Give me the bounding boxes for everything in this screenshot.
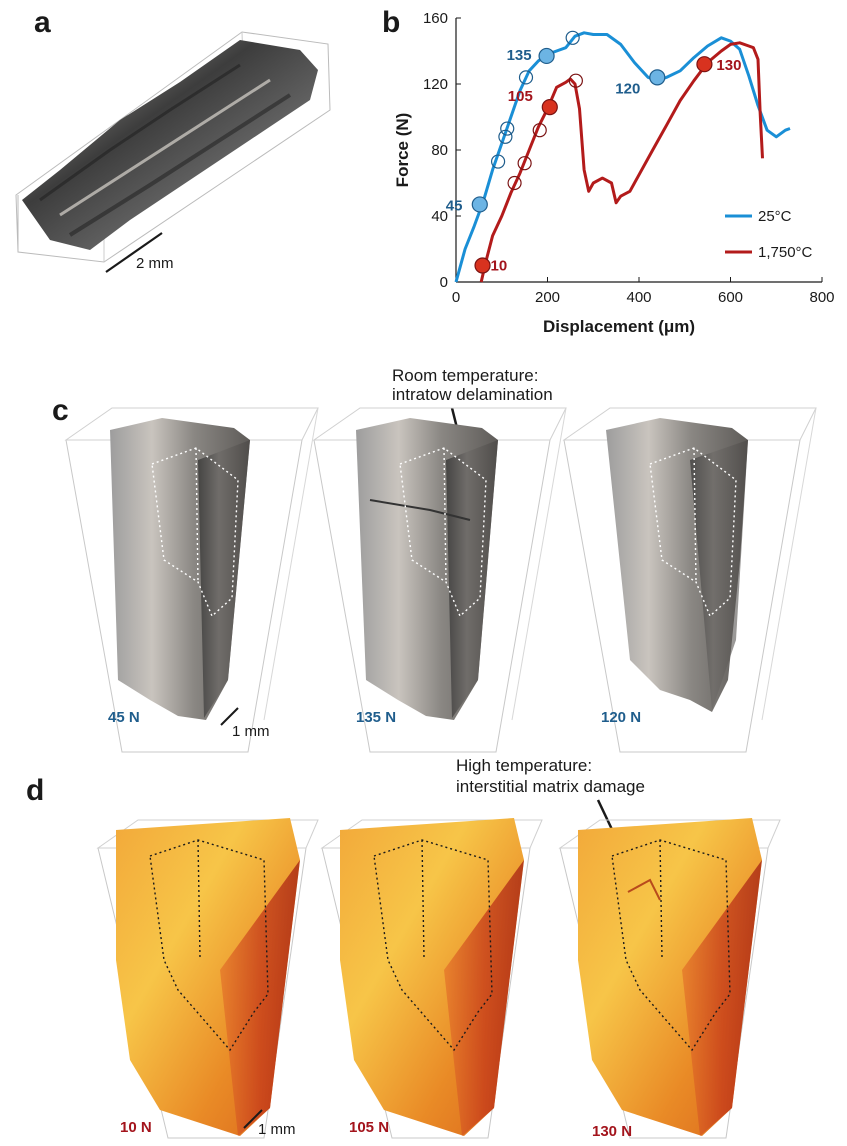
x-tick-label: 0: [452, 289, 460, 306]
filled-marker: [696, 56, 713, 73]
panel-d-annotation-line2: interstitial matrix damage: [456, 777, 645, 796]
marker-label: 10: [491, 258, 508, 275]
panel-c-force-2: 135 N: [356, 709, 396, 726]
panel-c-annotation-line1: Room temperature:: [392, 366, 538, 385]
open-marker: [532, 123, 547, 138]
y-tick-label: 160: [423, 10, 448, 27]
x-tick-label: 400: [626, 289, 651, 306]
series-line-1: [479, 41, 764, 283]
panel-d-scale-bar: [243, 1109, 263, 1129]
x-tick-label: 600: [718, 289, 743, 306]
x-tick-label: 200: [535, 289, 560, 306]
filled-marker: [471, 196, 488, 213]
open-marker: [490, 154, 506, 169]
x-axis-title: Displacement (μm): [543, 317, 695, 336]
panel-d-annotation-line1: High temperature:: [456, 756, 592, 775]
force-displacement-chart: 0 200 400 600 800 0 40 80 120 160 Displacement (μm…: [393, 10, 835, 336]
x-tick-label: 800: [809, 289, 834, 306]
panel-d-volume-3: [558, 818, 781, 1139]
panel-c-force-3: 120 N: [601, 709, 641, 726]
panel-d-force-3: 130 N: [592, 1123, 632, 1140]
y-tick-label: 40: [431, 208, 448, 225]
open-marker: [498, 129, 513, 144]
panel-d-label: d: [26, 774, 44, 807]
panel-a-label: a: [34, 6, 51, 39]
marker-label: 105: [508, 88, 533, 105]
y-tick-label: 120: [423, 76, 448, 93]
panel-d-volume-1: [96, 818, 319, 1139]
legend-label-0: 25°C: [758, 208, 792, 225]
open-marker: [507, 175, 522, 191]
panel-d-force-2: 105 N: [349, 1119, 389, 1136]
panel-c-scale-bar: [220, 707, 239, 726]
panel-c-label: c: [52, 394, 69, 427]
panel-d-scale-label: 1 mm: [258, 1121, 296, 1138]
panel-a-scale-label: 2 mm: [136, 255, 174, 272]
panel-c-volume-1: [64, 407, 319, 753]
filled-marker: [541, 98, 558, 116]
marker-label: 120: [615, 80, 640, 97]
marker-label: 135: [507, 47, 532, 64]
marker-label: 130: [716, 57, 741, 74]
legend-label-1: 1,750°C: [758, 244, 813, 261]
panel-c-volume-2: [312, 407, 567, 753]
open-marker: [568, 73, 583, 88]
panel-c-volume-3: [562, 407, 817, 753]
open-marker: [517, 156, 532, 171]
y-tick-label: 0: [440, 274, 448, 291]
open-marker: [518, 70, 534, 85]
y-tick-label: 80: [431, 142, 448, 159]
marker-label: 45: [446, 197, 463, 214]
panel-c-scale-label: 1 mm: [232, 723, 270, 740]
filled-marker: [538, 47, 555, 65]
panel-c-annotation-line2: intratow delamination: [392, 385, 553, 404]
panel-d-force-1: 10 N: [120, 1119, 152, 1136]
y-axis-title: Force (N): [393, 113, 412, 188]
panel-b-label: b: [382, 6, 400, 39]
open-marker: [565, 30, 580, 45]
panel-a-scale-bar: [105, 232, 163, 273]
open-marker: [500, 121, 515, 136]
panel-d-volume-2: [320, 818, 543, 1139]
panel-a-volume: [15, 31, 331, 263]
filled-marker: [474, 257, 491, 274]
panel-c-force-1: 45 N: [108, 709, 140, 726]
filled-marker: [649, 69, 666, 86]
